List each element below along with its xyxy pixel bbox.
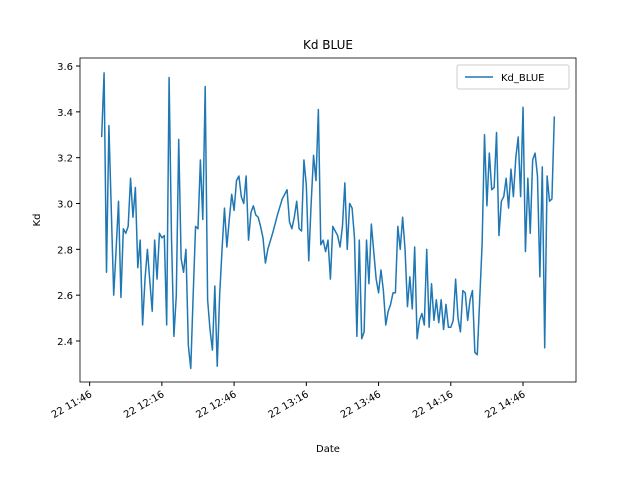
- data-line: [100, 72, 556, 370]
- x-axis-label: Date: [316, 444, 340, 455]
- y-tick-label: 3.0: [57, 200, 73, 211]
- legend-label: Kd_BLUE: [501, 73, 544, 84]
- y-tick-label: 2.4: [57, 337, 73, 348]
- y-tick-label: 2.8: [57, 245, 73, 256]
- plot-frame: [79, 57, 577, 383]
- chart-title: Kd BLUE: [303, 38, 353, 52]
- y-tick-label: 3.2: [57, 154, 73, 165]
- y-tick-label: 2.6: [57, 291, 73, 302]
- y-tick-label: 3.6: [57, 62, 73, 73]
- legend-box: [456, 64, 570, 90]
- y-tick-label: 3.4: [57, 108, 73, 119]
- y-axis-label: Kd: [32, 214, 43, 227]
